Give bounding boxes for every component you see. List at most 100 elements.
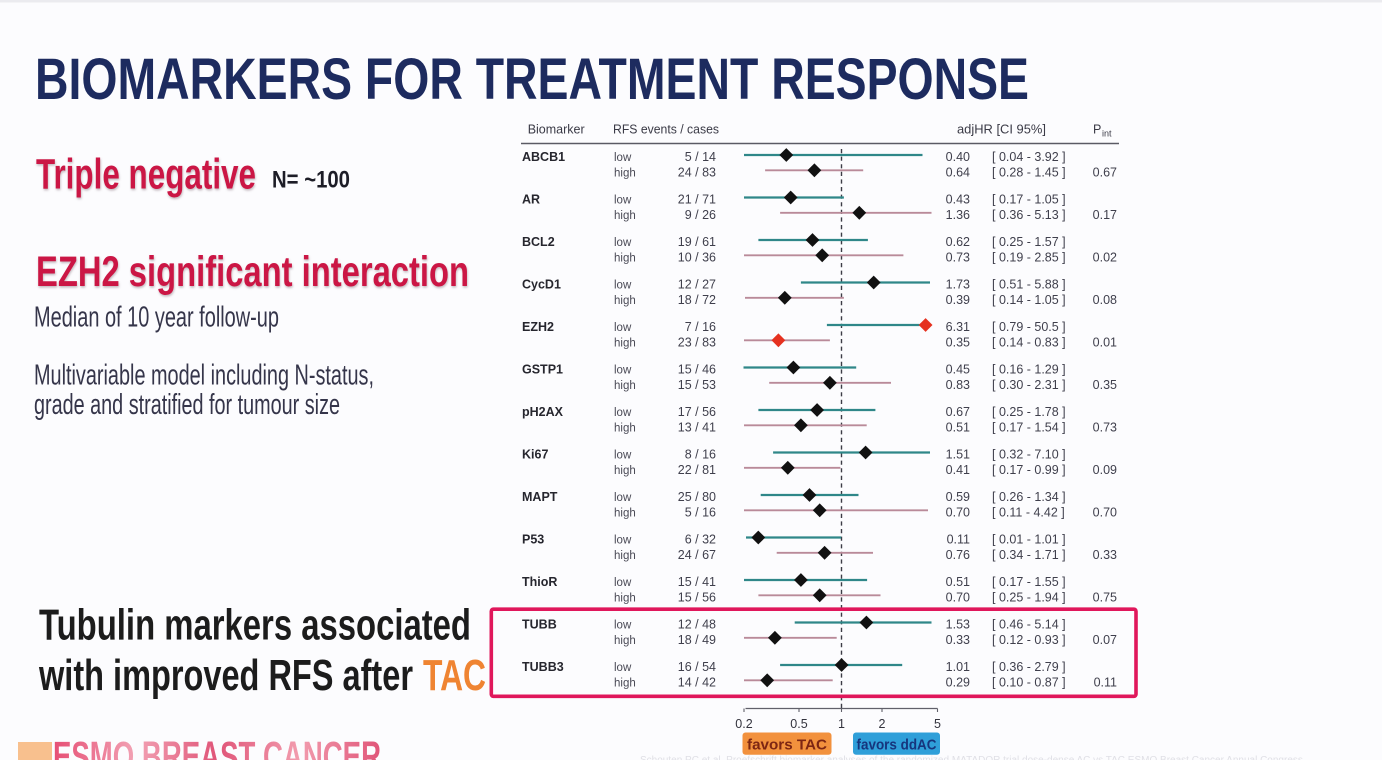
svg-text:24 / 67: 24 / 67 <box>678 548 716 562</box>
svg-text:6 / 32: 6 / 32 <box>685 533 716 547</box>
svg-text:0.02: 0.02 <box>1093 251 1117 265</box>
svg-text:0.35: 0.35 <box>1093 378 1117 392</box>
svg-text:high: high <box>614 465 636 477</box>
svg-text:low: low <box>614 492 632 504</box>
svg-text:EZH2 significant interaction: EZH2 significant interaction <box>36 248 469 296</box>
svg-text:with improved RFS after: with improved RFS after <box>38 651 413 700</box>
svg-text:12 / 27: 12 / 27 <box>678 278 716 292</box>
svg-text:0.51: 0.51 <box>946 421 970 435</box>
svg-text:0.39: 0.39 <box>946 293 970 307</box>
svg-text:high: high <box>614 635 636 647</box>
svg-text:[ 0.25 - 1.57 ]: [ 0.25 - 1.57 ] <box>992 235 1066 249</box>
svg-text:favors TAC: favors TAC <box>747 737 827 754</box>
svg-text:9 / 26: 9 / 26 <box>685 208 716 222</box>
svg-text:14 / 42: 14 / 42 <box>678 676 716 690</box>
svg-text:0.2: 0.2 <box>735 717 752 731</box>
svg-text:0.40: 0.40 <box>946 150 970 164</box>
svg-text:0.62: 0.62 <box>946 235 970 249</box>
svg-text:0.08: 0.08 <box>1093 293 1117 307</box>
svg-text:0.41: 0.41 <box>946 463 970 477</box>
svg-text:ESMO BREAST CANCER: ESMO BREAST CANCER <box>53 733 381 760</box>
svg-text:low: low <box>614 322 632 334</box>
svg-text:high: high <box>614 423 636 435</box>
svg-text:[ 0.28 - 1.45 ]: [ 0.28 - 1.45 ] <box>992 166 1066 180</box>
svg-text:0.67: 0.67 <box>946 405 970 419</box>
svg-text:[ 0.51 - 5.88 ]: [ 0.51 - 5.88 ] <box>992 278 1066 292</box>
svg-text:low: low <box>614 407 632 419</box>
svg-text:0.70: 0.70 <box>946 506 970 520</box>
svg-text:[ 0.36 - 5.13 ]: [ 0.36 - 5.13 ] <box>992 208 1066 222</box>
svg-text:24 / 83: 24 / 83 <box>678 166 716 180</box>
svg-text:[ 0.17 - 1.05 ]: [ 0.17 - 1.05 ] <box>992 193 1066 207</box>
svg-text:low: low <box>614 152 632 164</box>
svg-text:low: low <box>614 280 632 292</box>
svg-text:adjHR [CI 95%]: adjHR [CI 95%] <box>957 123 1046 137</box>
svg-text:0.09: 0.09 <box>1093 463 1117 477</box>
svg-text:1.73: 1.73 <box>946 278 970 292</box>
svg-text:Schouten PC et al. Proefschri: Schouten PC et al. Proefschrift biomarke… <box>640 755 1303 760</box>
svg-text:0.75: 0.75 <box>1093 591 1117 605</box>
svg-text:[ 0.46 - 5.14 ]: [ 0.46 - 5.14 ] <box>992 618 1066 632</box>
svg-text:TUBB: TUBB <box>522 618 557 632</box>
svg-text:GSTP1: GSTP1 <box>522 363 563 377</box>
svg-text:1.01: 1.01 <box>946 660 970 674</box>
svg-text:low: low <box>614 195 632 207</box>
svg-text:[ 0.14 - 0.83 ]: [ 0.14 - 0.83 ] <box>992 336 1066 350</box>
svg-text:0.33: 0.33 <box>946 633 970 647</box>
svg-text:ThioR: ThioR <box>522 575 557 589</box>
svg-text:[ 0.36 - 2.79 ]: [ 0.36 - 2.79 ] <box>992 660 1066 674</box>
svg-text:18 / 72: 18 / 72 <box>678 293 716 307</box>
svg-text:[ 0.26 - 1.34 ]: [ 0.26 - 1.34 ] <box>992 490 1066 504</box>
svg-text:0.76: 0.76 <box>946 548 970 562</box>
svg-text:[ 0.79 - 50.5 ]: [ 0.79 - 50.5 ] <box>992 320 1066 334</box>
svg-text:grade and stratified for tumou: grade and stratified for tumour size <box>34 389 340 421</box>
svg-text:Multivariable model including: Multivariable model including N-status, <box>34 360 374 392</box>
svg-text:7 / 16: 7 / 16 <box>685 320 716 334</box>
svg-text:TAC: TAC <box>423 651 486 700</box>
svg-text:EZH2: EZH2 <box>522 320 554 334</box>
svg-text:0.59: 0.59 <box>946 490 970 504</box>
svg-text:TUBB3: TUBB3 <box>522 660 564 674</box>
svg-text:15 / 46: 15 / 46 <box>678 363 716 377</box>
svg-text:0.29: 0.29 <box>946 676 970 690</box>
svg-text:1: 1 <box>838 717 845 731</box>
svg-text:0.33: 0.33 <box>1093 548 1117 562</box>
svg-text:MAPT: MAPT <box>522 490 558 504</box>
svg-text:ABCB1: ABCB1 <box>522 150 565 164</box>
svg-text:0.67: 0.67 <box>1093 166 1117 180</box>
svg-text:16 / 54: 16 / 54 <box>678 660 716 674</box>
svg-text:P53: P53 <box>522 533 544 547</box>
svg-text:high: high <box>614 380 636 392</box>
svg-text:0.5: 0.5 <box>790 717 807 731</box>
svg-text:5 / 14: 5 / 14 <box>685 150 716 164</box>
svg-text:15 / 41: 15 / 41 <box>678 575 716 589</box>
svg-text:[ 0.11 - 4.42 ]: [ 0.11 - 4.42 ] <box>992 506 1065 520</box>
svg-text:[ 0.17 - 1.55 ]: [ 0.17 - 1.55 ] <box>992 575 1066 589</box>
svg-text:pH2AX: pH2AX <box>522 405 564 419</box>
svg-text:high: high <box>614 338 636 350</box>
svg-text:high: high <box>614 508 636 520</box>
svg-text:0.01: 0.01 <box>1093 336 1117 350</box>
svg-text:RFS events / cases: RFS events / cases <box>613 123 719 137</box>
svg-text:low: low <box>614 450 632 462</box>
svg-text:10 / 36: 10 / 36 <box>678 251 716 265</box>
svg-text:[ 0.25 - 1.78 ]: [ 0.25 - 1.78 ] <box>992 405 1066 419</box>
svg-text:15 / 53: 15 / 53 <box>678 378 716 392</box>
svg-text:5: 5 <box>934 717 941 731</box>
svg-text:25 / 80: 25 / 80 <box>678 490 716 504</box>
svg-text:Tubulin markers associated: Tubulin markers associated <box>39 601 471 650</box>
svg-text:0.51: 0.51 <box>946 575 970 589</box>
svg-text:BCL2: BCL2 <box>522 235 555 249</box>
svg-text:0.83: 0.83 <box>946 378 970 392</box>
svg-text:high: high <box>614 295 636 307</box>
svg-text:[ 0.10 - 0.87 ]: [ 0.10 - 0.87 ] <box>992 676 1066 690</box>
svg-text:high: high <box>614 253 636 265</box>
svg-text:BIOMARKERS FOR TREATMENT RESPO: BIOMARKERS FOR TREATMENT RESPONSE <box>35 47 1029 112</box>
svg-text:[ 0.04 - 3.92 ]: [ 0.04 - 3.92 ] <box>992 150 1066 164</box>
svg-text:22 / 81: 22 / 81 <box>678 463 716 477</box>
svg-text:1.51: 1.51 <box>946 448 970 462</box>
svg-text:N= ~100: N= ~100 <box>272 167 350 194</box>
svg-text:[ 0.19 - 2.85 ]: [ 0.19 - 2.85 ] <box>992 251 1066 265</box>
svg-text:19 / 61: 19 / 61 <box>678 235 716 249</box>
svg-text:high: high <box>614 593 636 605</box>
